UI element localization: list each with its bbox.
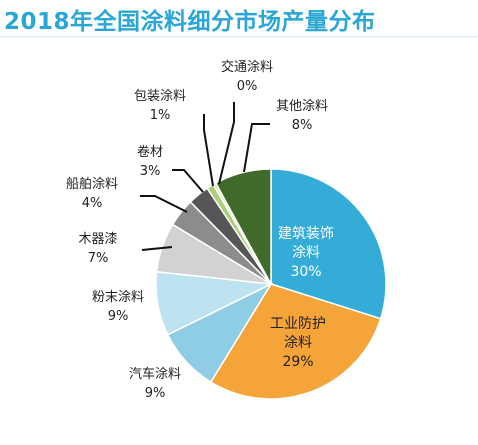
leader-line — [141, 246, 173, 251]
slice-percent-label: 7% — [88, 251, 109, 266]
slice-percent-label: 9% — [108, 309, 129, 324]
slice-name-label: 包装涂料 — [134, 88, 186, 104]
title-underline — [0, 36, 478, 38]
leader-line — [218, 102, 235, 185]
slice-name-label: 交通涂料 — [221, 59, 273, 75]
slice-percent-label: 9% — [145, 386, 166, 401]
leader-line — [140, 195, 188, 213]
pie-slice — [270, 168, 387, 320]
slice-name-label: 汽车涂料 — [129, 366, 181, 382]
slice-name-label: 粉末涂料 — [92, 289, 144, 305]
pie-slice — [214, 168, 272, 285]
leader-line — [172, 169, 204, 193]
slice-percent-label: 0% — [237, 79, 258, 94]
pie-slices — [155, 168, 387, 400]
pie-labels: 建筑装饰涂料30%工业防护涂料29%汽车涂料9%粉末涂料9%木器漆7%船舶涂料4… — [66, 59, 334, 401]
leader-line — [203, 114, 214, 187]
slice-name-label: 船舶涂料 — [66, 176, 118, 192]
slice-percent-label: 8% — [292, 118, 313, 133]
slice-name-label: 木器漆 — [78, 231, 117, 247]
slice-name-label: 工业防护 — [270, 316, 326, 332]
slice-percent-label: 3% — [140, 164, 161, 179]
chart-title: 2018年全国涂料细分市场产量分布 — [4, 9, 376, 35]
leader-line — [243, 123, 270, 173]
pie-slice — [209, 283, 382, 400]
slice-percent-label: 29% — [282, 354, 313, 370]
slice-percent-label: 1% — [150, 108, 171, 123]
slice-name-label: 建筑装饰 — [278, 226, 334, 242]
slice-name-label: 涂料 — [292, 245, 320, 261]
slice-name-label: 其他涂料 — [276, 98, 328, 114]
slice-name-label: 涂料 — [284, 335, 312, 351]
slice-name-label: 卷材 — [137, 144, 163, 160]
slice-percent-label: 4% — [82, 196, 103, 211]
slice-percent-label: 30% — [290, 264, 321, 280]
